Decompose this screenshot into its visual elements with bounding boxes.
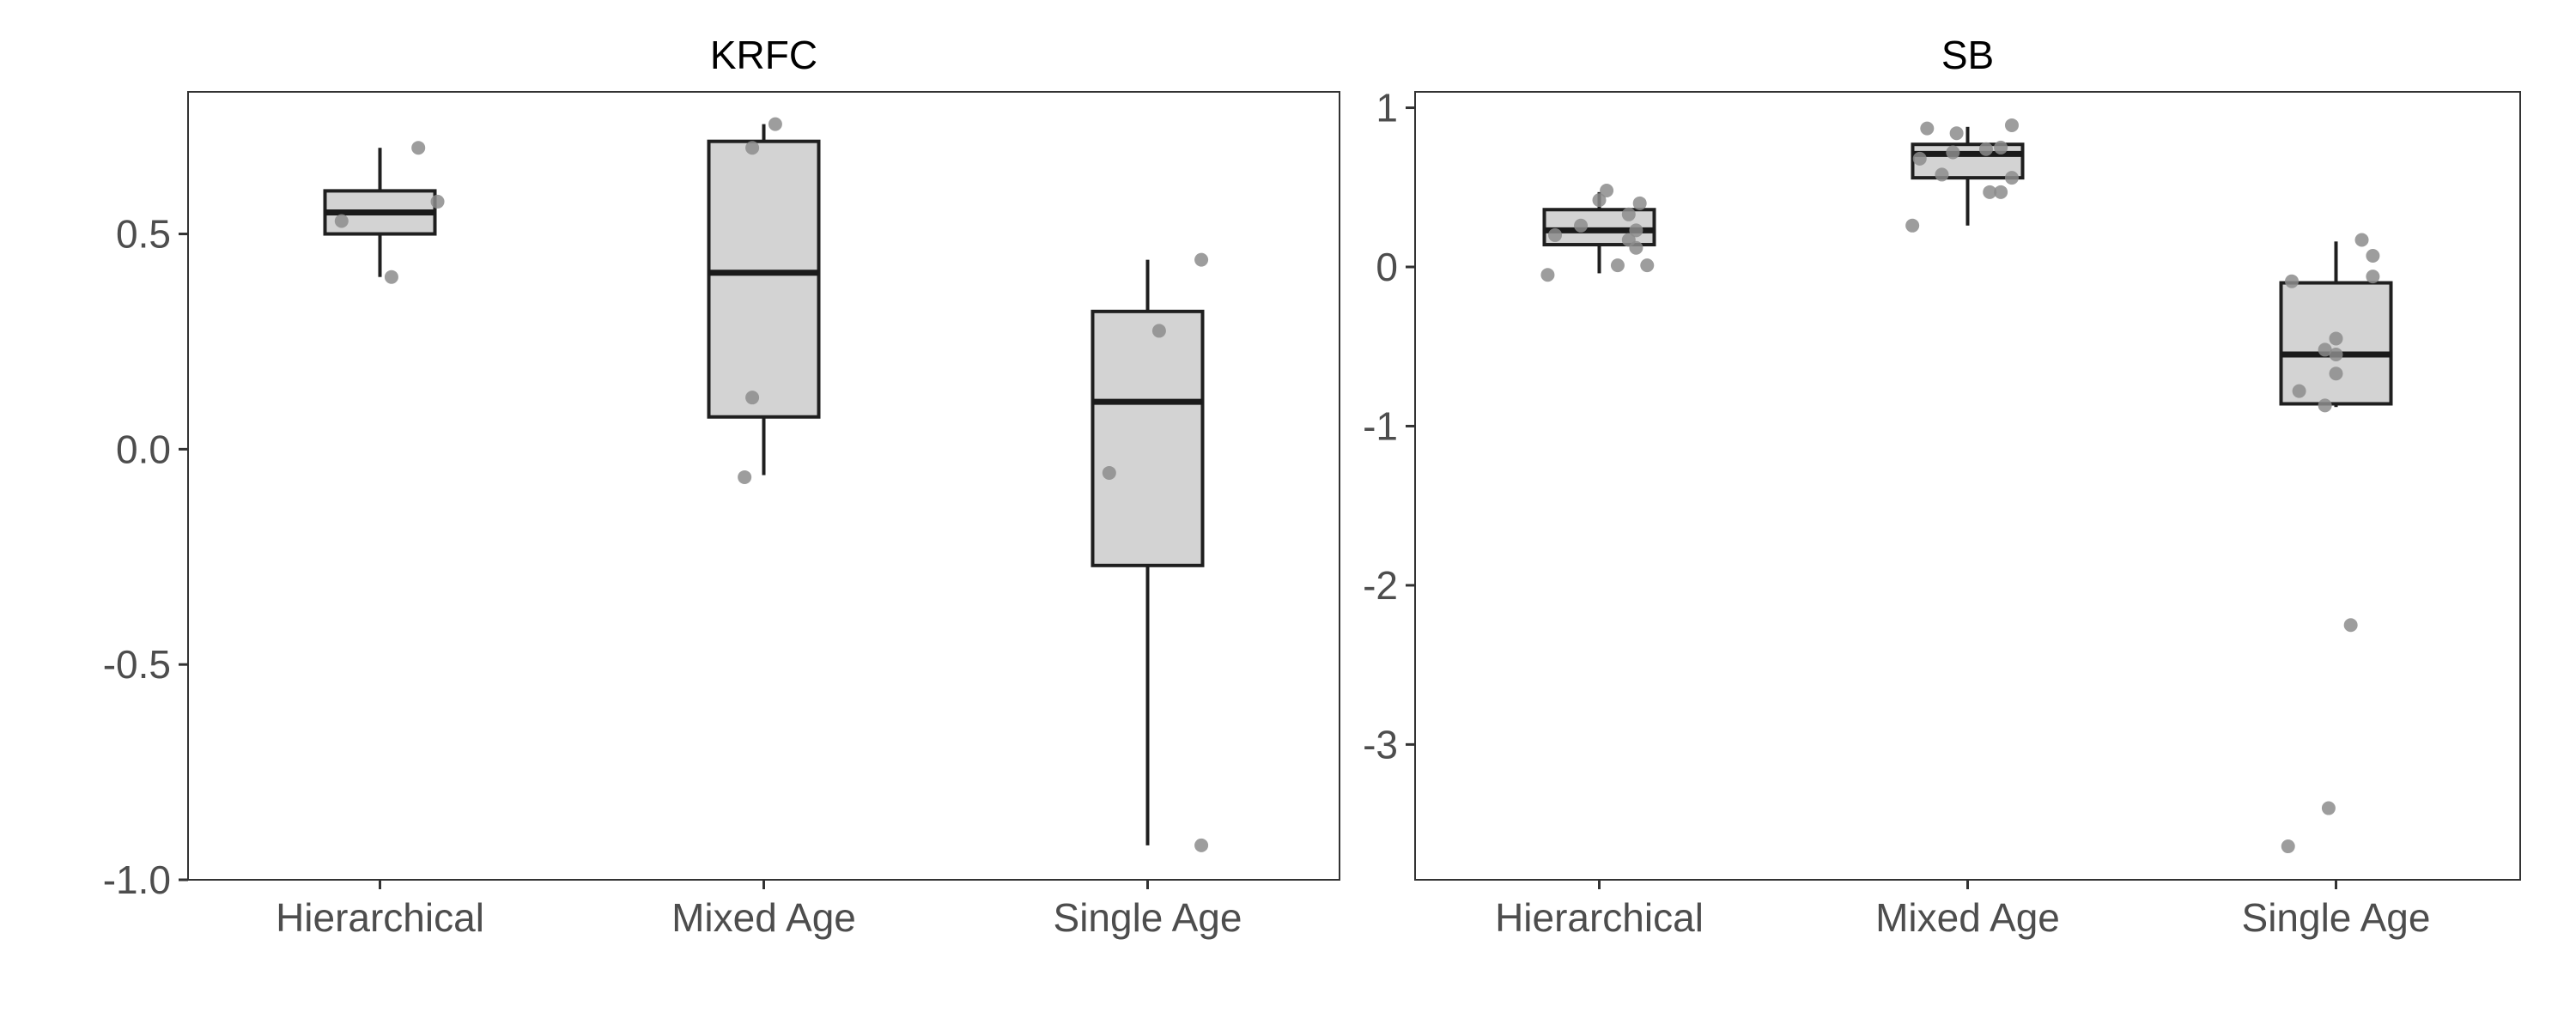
sb-data-point (1994, 185, 2008, 199)
krfc-data-point (745, 141, 760, 155)
sb-data-point (1905, 218, 1920, 233)
sb-title: SB (1941, 33, 1994, 77)
sb-data-point (1983, 185, 1997, 199)
sb-data-point (2285, 274, 2300, 288)
sb-y-tick-label: -2 (1363, 563, 1398, 608)
sb-data-point (2318, 342, 2332, 357)
sb-data-point (1640, 258, 1655, 273)
sb-data-point (2321, 801, 2336, 815)
krfc-data-point (1102, 465, 1116, 480)
sb-y-tick-label: 1 (1376, 86, 1398, 130)
krfc-x-tick-label: Mixed Age (671, 895, 856, 940)
sb-data-point (1621, 207, 1636, 221)
krfc-data-point (411, 141, 426, 155)
krfc-data-point (1151, 324, 1166, 338)
sb-y-tick-label: -1 (1363, 403, 1398, 448)
sb-y-tick-label: -3 (1363, 722, 1398, 766)
sb-data-point (1632, 196, 1647, 210)
sb-x-tick-label: Mixed Age (1875, 895, 2060, 940)
krfc-x-tick-label: Single Age (1054, 895, 1242, 940)
sb-data-point (1912, 151, 1927, 166)
krfc-y-tick-label: -1.0 (103, 857, 171, 902)
sb-data-point (1548, 227, 1563, 242)
krfc-data-point (1194, 252, 1209, 267)
sb-data-point (2281, 839, 2295, 854)
sb-data-point (2329, 367, 2343, 381)
krfc-data-point (1194, 838, 1209, 852)
sb-data-point (2366, 270, 2380, 284)
krfc-data-point (430, 194, 445, 209)
sb-data-point (1629, 240, 1643, 255)
sb-data-point (2366, 249, 2380, 264)
sb-data-point (1592, 193, 1607, 208)
sb-data-point (1629, 223, 1643, 238)
krfc-title: KRFC (710, 33, 817, 77)
krfc-y-tick-label: -0.5 (103, 642, 171, 687)
krfc-y-tick-label: 0.0 (116, 427, 171, 471)
sb-data-point (2343, 618, 2358, 633)
krfc-x-tick-label: Hierarchical (276, 895, 484, 940)
krfc-y-tick-label: 0.5 (116, 212, 171, 257)
sb-data-point (2004, 171, 2019, 185)
sb-data-point (2329, 348, 2343, 361)
sb-data-point (1935, 167, 1949, 182)
krfc-data-point (738, 470, 752, 484)
krfc-panel: KRFC -1.0 -0.5 0.0 0.5 Hierarchical Mixed Age S… (103, 33, 1340, 940)
sb-data-point (2318, 398, 2332, 413)
sb-data-point (1610, 258, 1625, 273)
sb-data-point (1946, 145, 1960, 160)
sb-data-point (2004, 118, 2019, 132)
krfc-box-single-age (1091, 259, 1205, 845)
sb-data-point (1994, 140, 2008, 154)
krfc-data-point (768, 117, 782, 131)
krfc-box-mixed-age (707, 124, 821, 476)
sb-x-tick-label: Hierarchical (1495, 895, 1704, 940)
krfc-data-point (334, 214, 349, 228)
sb-data-point (1920, 121, 1935, 136)
sb-x-tick-label: Single Age (2242, 895, 2431, 940)
krfc-iqr-box (707, 139, 821, 419)
sb-data-point (2292, 384, 2306, 398)
krfc-data-point (384, 270, 398, 284)
sb-panel: SB -3 -2 -1 0 1 Hierarchical Mixed Age Single Ag… (1363, 33, 2521, 940)
sb-data-point (1978, 142, 1993, 156)
sb-data-point (1949, 126, 1964, 141)
sb-data-point (1540, 268, 1555, 282)
sb-data-point (1600, 183, 1614, 197)
sb-y-tick-label: 0 (1376, 245, 1398, 289)
sb-data-point (2329, 331, 2343, 346)
krfc-iqr-box (1091, 309, 1205, 567)
krfc-data-point (745, 391, 760, 405)
sb-data-point (1574, 218, 1589, 233)
sb-data-point (2354, 233, 2369, 247)
